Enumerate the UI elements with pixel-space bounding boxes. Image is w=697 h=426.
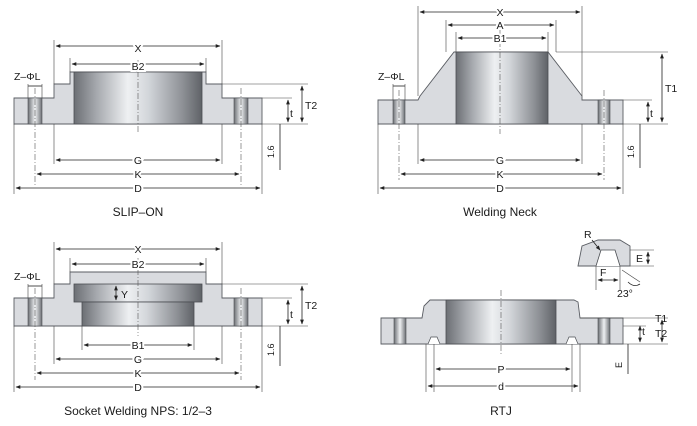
socket-welding-label-t: t — [290, 309, 293, 321]
slip-on-label-x: X — [134, 43, 141, 55]
welding-neck-label-x: X — [496, 7, 503, 19]
welding-neck-bore — [455, 51, 549, 125]
slip-on-label-1-6: 1.6 — [266, 145, 276, 158]
rtj-ring-groove-right — [565, 336, 579, 345]
rtj-label-d: d — [498, 381, 504, 393]
slip-on-label-g: G — [134, 155, 142, 167]
socket-welding-label-zl: Z–ΦL — [14, 271, 41, 283]
rtj-groove-detail-slot — [595, 249, 621, 267]
welding-neck-label-t: t — [650, 108, 653, 120]
slip-on-diagram: X B2 Z–ΦL T2 t 1.6 G K D SLIP–ON — [13, 40, 317, 219]
rtj-bolt-hole-right — [597, 317, 611, 345]
slip-on-label-t: t — [290, 108, 293, 120]
rtj-label-t1: T1 — [655, 313, 667, 325]
rtj-label-t: t — [642, 326, 645, 338]
welding-neck-label-a: A — [496, 20, 503, 32]
welding-neck-label-g: G — [496, 155, 504, 167]
slip-on-label-k: K — [134, 169, 141, 181]
slip-on-label-d: D — [134, 183, 142, 195]
rtj-label-t2: T2 — [655, 328, 667, 340]
rtj-ring-groove-left — [427, 336, 441, 345]
rtj-diagram: R E F 23° T1 T2 t E P d RTJ — [380, 229, 668, 418]
socket-welding-label-1-6: 1.6 — [266, 343, 276, 356]
rtj-label-p: P — [497, 364, 504, 376]
socket-welding-label-y: Y — [121, 289, 128, 301]
rtj-label-e: E — [636, 253, 643, 265]
slip-on-caption: SLIP–ON — [113, 205, 164, 219]
rtj-label-e-lower: E — [614, 362, 624, 368]
welding-neck-label-zl: Z–ΦL — [378, 71, 405, 83]
socket-welding-label-t2: T2 — [305, 300, 317, 312]
rtj-label-f: F — [600, 267, 606, 279]
welding-neck-label-1-6: 1.6 — [626, 145, 636, 158]
welding-neck-diagram: X A B1 Z–ΦL T1 t 1.6 G K — [377, 5, 677, 219]
slip-on-label-zl: Z–ΦL — [14, 71, 41, 83]
socket-welding-label-g: G — [134, 354, 142, 366]
slip-on-label-t2: T2 — [305, 100, 317, 112]
socket-welding-label-k: K — [134, 368, 141, 380]
welding-neck-label-k: K — [496, 169, 503, 181]
socket-welding-label-b2: B2 — [132, 259, 145, 271]
socket-welding-caption: Socket Welding NPS: 1/2–3 — [64, 404, 212, 418]
welding-neck-label-b1: B1 — [494, 33, 507, 45]
slip-on-label-b2: B2 — [132, 61, 145, 73]
rtj-bolt-hole-left — [393, 317, 407, 345]
socket-welding-label-b1: B1 — [132, 340, 145, 352]
welding-neck-label-t1: T1 — [665, 83, 677, 95]
welding-neck-caption: Welding Neck — [463, 205, 538, 219]
socket-welding-diagram: X B2 Y Z–ΦL T2 t 1.6 B1 G K — [13, 242, 317, 418]
welding-neck-label-d: D — [496, 183, 504, 195]
socket-welding-label-d: D — [134, 382, 142, 394]
socket-welding-label-x: X — [134, 244, 141, 256]
rtj-caption: RTJ — [490, 404, 512, 418]
rtj-label-r: R — [584, 229, 592, 241]
rtj-label-23-deg: 23° — [617, 288, 633, 300]
